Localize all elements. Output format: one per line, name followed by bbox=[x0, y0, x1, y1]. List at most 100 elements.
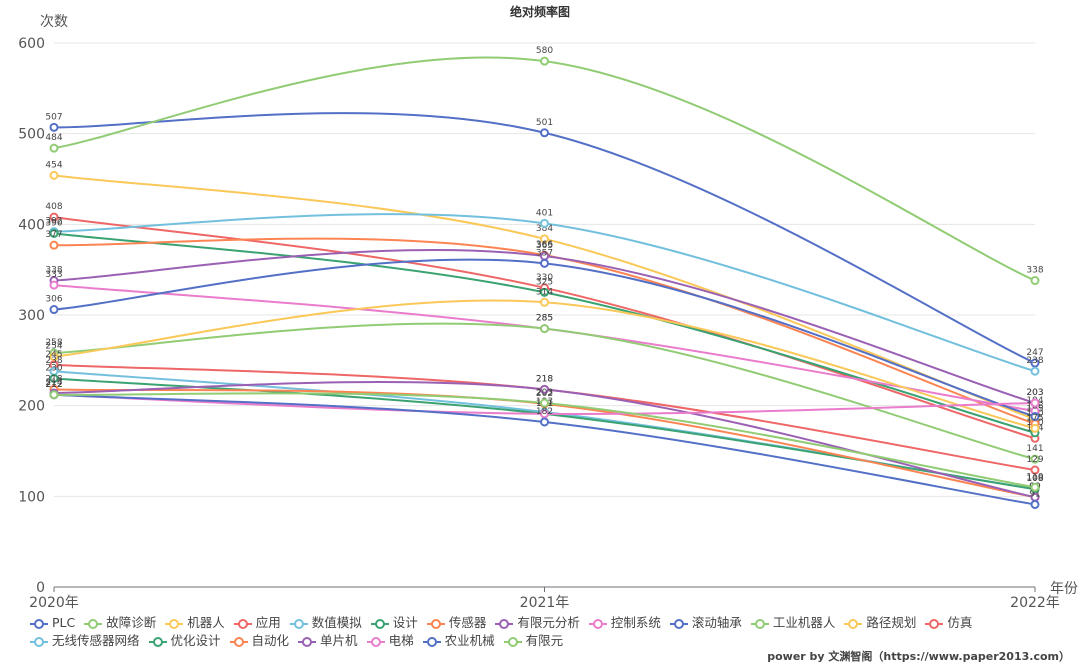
data-label: 247 bbox=[1026, 348, 1043, 358]
legend-item[interactable]: 工业机器人 bbox=[750, 614, 835, 632]
x-tick-label: 2020年 bbox=[29, 595, 79, 610]
legend-item[interactable]: 数值模拟 bbox=[289, 614, 362, 632]
data-point bbox=[1030, 366, 1040, 376]
legend-line-icon bbox=[588, 618, 607, 629]
legend-label: 应用 bbox=[255, 615, 281, 630]
data-label: 203 bbox=[1026, 388, 1043, 398]
legend-line-icon bbox=[30, 618, 48, 629]
legend-label: 仿真 bbox=[947, 615, 973, 630]
data-label: 212 bbox=[45, 380, 62, 390]
legend-label: 有限元分析 bbox=[517, 615, 580, 630]
legend-label: 路径规划 bbox=[866, 615, 917, 630]
legend-item[interactable]: 自动化 bbox=[229, 632, 290, 650]
data-label: 108 bbox=[1026, 474, 1043, 484]
data-point bbox=[49, 352, 59, 362]
data-point bbox=[540, 218, 549, 228]
legend-line-icon bbox=[495, 618, 514, 629]
legend-label: 数值模拟 bbox=[311, 615, 362, 630]
data-point bbox=[49, 240, 59, 250]
data-point bbox=[1030, 423, 1040, 433]
data-label: 357 bbox=[536, 248, 553, 258]
legend-label: 机器人 bbox=[187, 615, 225, 630]
data-label: 365 bbox=[536, 241, 553, 251]
legend-item[interactable]: 应用 bbox=[233, 614, 281, 632]
data-point bbox=[540, 409, 549, 419]
legend-item[interactable]: PLC bbox=[30, 614, 75, 632]
legend-item[interactable]: 滚动轴承 bbox=[669, 614, 742, 632]
legend-item[interactable]: 优化设计 bbox=[148, 632, 221, 650]
data-point bbox=[540, 297, 549, 307]
y-tick-label: 0 bbox=[36, 580, 45, 596]
legend-item[interactable]: 无线传感器网络 bbox=[30, 632, 140, 650]
legend-item[interactable]: 单片机 bbox=[298, 632, 358, 650]
legend-item[interactable]: 机器人 bbox=[165, 614, 225, 632]
legend-line-icon bbox=[669, 618, 688, 629]
data-label: 238 bbox=[1026, 356, 1043, 366]
legend-line-icon bbox=[229, 636, 248, 647]
legend-label: 滚动轴承 bbox=[691, 615, 742, 630]
data-label: 408 bbox=[45, 202, 62, 212]
data-point bbox=[540, 128, 549, 138]
legend-label: 单片机 bbox=[320, 633, 358, 648]
legend-label: 自动化 bbox=[251, 633, 290, 648]
data-label: 182 bbox=[536, 407, 553, 417]
data-point bbox=[540, 56, 549, 66]
data-label: 212 bbox=[45, 380, 62, 390]
data-label: 212 bbox=[45, 380, 62, 390]
legend-item[interactable]: 电梯 bbox=[366, 632, 414, 650]
y-tick-label: 200 bbox=[18, 399, 45, 415]
legend-line-icon bbox=[503, 636, 522, 647]
data-label: 218 bbox=[536, 374, 553, 384]
data-label: 141 bbox=[1026, 444, 1043, 454]
y-tick-label: 500 bbox=[18, 127, 45, 143]
y-tick-label: 300 bbox=[18, 308, 45, 324]
legend-line-icon bbox=[233, 618, 252, 629]
data-label: 390 bbox=[45, 218, 62, 228]
legend-item[interactable]: 控制系统 bbox=[588, 614, 661, 632]
legend-item[interactable]: 设计 bbox=[370, 614, 418, 632]
data-label: 285 bbox=[536, 314, 553, 324]
legend-label: 有限元 bbox=[525, 633, 564, 648]
data-point bbox=[540, 258, 549, 268]
legend-label: 优化设计 bbox=[170, 633, 221, 648]
legend-label: 农业机械 bbox=[444, 633, 495, 648]
legend-line-icon bbox=[289, 618, 308, 629]
line-chart: 0 100 200 300 400 500 600 2020年 2021年 2022年 507 501… bbox=[18, 36, 1060, 610]
data-point bbox=[540, 417, 549, 427]
legend-line-icon bbox=[750, 618, 769, 629]
data-point bbox=[1030, 499, 1040, 509]
legend-item[interactable]: 传感器 bbox=[426, 614, 486, 632]
data-label: 333 bbox=[45, 270, 62, 280]
data-label: 377 bbox=[45, 230, 62, 240]
legend-item[interactable]: 故障诊断 bbox=[84, 614, 156, 632]
y-tick-label: 100 bbox=[18, 489, 45, 505]
legend-item[interactable]: 农业机械 bbox=[422, 632, 495, 650]
data-label: 203 bbox=[1026, 388, 1043, 398]
data-label: 507 bbox=[45, 112, 62, 122]
legend-line-icon bbox=[30, 636, 48, 647]
legend-line-icon bbox=[925, 618, 944, 629]
legend-label: 故障诊断 bbox=[106, 615, 157, 630]
data-label: 580 bbox=[536, 46, 553, 56]
data-point bbox=[49, 373, 59, 383]
chart-title: 绝对频率图 bbox=[509, 5, 570, 19]
data-label: 306 bbox=[45, 295, 62, 305]
data-label: 325 bbox=[536, 277, 553, 287]
data-label: 129 bbox=[1026, 455, 1043, 465]
legend-label: 控制系统 bbox=[610, 615, 661, 630]
legend-line-icon bbox=[84, 618, 103, 629]
data-label: 258 bbox=[45, 338, 62, 348]
data-label: 338 bbox=[45, 266, 62, 276]
data-label: 338 bbox=[1026, 266, 1043, 276]
legend-item[interactable]: 路径规划 bbox=[844, 614, 916, 632]
legend-line-icon bbox=[148, 636, 167, 647]
legend-item[interactable]: 有限元 bbox=[503, 632, 564, 650]
legend-line-icon bbox=[844, 618, 863, 629]
data-label: 214 bbox=[45, 378, 62, 388]
legend-item[interactable]: 有限元分析 bbox=[495, 614, 580, 632]
legend-item[interactable]: 仿真 bbox=[925, 614, 972, 632]
legend-label: 无线传感器网络 bbox=[52, 633, 140, 648]
data-label: 110 bbox=[1026, 472, 1043, 482]
data-point bbox=[49, 305, 59, 315]
data-label: 203 bbox=[536, 388, 553, 398]
